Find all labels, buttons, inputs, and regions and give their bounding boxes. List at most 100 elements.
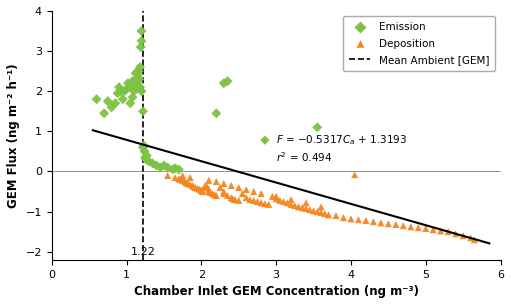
Point bbox=[235, 198, 243, 203]
Point bbox=[205, 178, 213, 183]
Point bbox=[143, 153, 151, 158]
Point bbox=[203, 184, 212, 189]
Point bbox=[171, 175, 179, 180]
Point bbox=[160, 163, 168, 168]
Text: 1.22: 1.22 bbox=[130, 246, 155, 257]
Point bbox=[452, 231, 460, 236]
Point bbox=[306, 207, 314, 212]
Point bbox=[191, 185, 199, 190]
Point bbox=[369, 219, 378, 224]
Point bbox=[268, 194, 276, 199]
Point bbox=[436, 228, 445, 233]
Point bbox=[184, 181, 192, 186]
Point bbox=[228, 196, 237, 201]
Point bbox=[231, 197, 239, 202]
Point bbox=[156, 165, 164, 170]
Point bbox=[190, 184, 198, 189]
Point bbox=[175, 176, 183, 181]
Point bbox=[302, 206, 310, 211]
Point bbox=[280, 199, 288, 204]
Point bbox=[313, 125, 321, 130]
Point bbox=[182, 180, 191, 185]
Point bbox=[261, 201, 269, 206]
Point bbox=[149, 161, 157, 166]
Point bbox=[384, 221, 392, 226]
Point bbox=[399, 223, 407, 228]
Point bbox=[362, 218, 370, 223]
Point bbox=[272, 194, 280, 199]
Point bbox=[126, 101, 134, 106]
Point bbox=[467, 235, 475, 240]
Point bbox=[199, 189, 207, 194]
Point bbox=[113, 91, 122, 96]
Point bbox=[205, 187, 213, 192]
Point bbox=[407, 224, 415, 229]
Point bbox=[211, 192, 219, 197]
Point bbox=[212, 179, 220, 184]
Point bbox=[317, 210, 325, 215]
Point bbox=[287, 202, 295, 207]
Point bbox=[313, 209, 321, 214]
Point bbox=[178, 173, 187, 178]
Point bbox=[197, 187, 205, 192]
Point bbox=[131, 71, 140, 76]
Point bbox=[142, 157, 150, 162]
Point bbox=[265, 202, 273, 207]
Point bbox=[181, 179, 189, 184]
Point bbox=[246, 197, 254, 202]
Point bbox=[164, 173, 172, 178]
Point bbox=[141, 149, 149, 154]
Point bbox=[130, 83, 138, 88]
Point bbox=[119, 97, 127, 102]
Point bbox=[141, 155, 149, 160]
Point bbox=[429, 227, 437, 232]
Point bbox=[128, 95, 136, 100]
Point bbox=[175, 167, 183, 172]
Point bbox=[459, 233, 467, 238]
Point bbox=[139, 145, 147, 150]
Y-axis label: GEM Flux (ng m⁻² h⁻¹): GEM Flux (ng m⁻² h⁻¹) bbox=[7, 63, 20, 208]
Point bbox=[317, 204, 325, 209]
Text: $r^2$ = 0.494: $r^2$ = 0.494 bbox=[276, 150, 333, 164]
Point bbox=[137, 29, 146, 34]
Point bbox=[134, 69, 143, 74]
Point bbox=[137, 89, 146, 94]
Point bbox=[324, 212, 333, 217]
Point bbox=[136, 45, 145, 49]
Point bbox=[220, 191, 228, 196]
Point bbox=[178, 178, 187, 183]
Point bbox=[208, 191, 217, 196]
Point bbox=[235, 185, 243, 190]
Point bbox=[392, 222, 400, 227]
Point bbox=[287, 197, 295, 202]
Point bbox=[272, 196, 280, 201]
Point bbox=[294, 204, 303, 209]
Point bbox=[123, 87, 131, 92]
Point bbox=[223, 193, 231, 198]
Point bbox=[135, 77, 143, 82]
Point bbox=[124, 81, 132, 86]
Point bbox=[100, 111, 108, 116]
Legend: Emission, Deposition, Mean Ambient [GEM]: Emission, Deposition, Mean Ambient [GEM] bbox=[343, 16, 495, 71]
Point bbox=[131, 81, 140, 86]
Point bbox=[291, 203, 299, 208]
Point bbox=[216, 185, 224, 190]
Point bbox=[169, 167, 177, 172]
Point bbox=[339, 215, 347, 220]
Point bbox=[276, 198, 284, 203]
Point bbox=[128, 79, 136, 84]
Point bbox=[205, 189, 213, 194]
Point bbox=[242, 195, 250, 200]
Point bbox=[354, 217, 362, 222]
Point bbox=[223, 79, 231, 84]
Point bbox=[92, 97, 101, 102]
Point bbox=[444, 229, 452, 234]
Text: $\mathit{F}$ = $-$0.5317$\mathit{C_a}$ + 1.3193: $\mathit{F}$ = $-$0.5317$\mathit{C_a}$ +… bbox=[276, 133, 407, 147]
Point bbox=[414, 225, 423, 230]
Point bbox=[283, 200, 291, 205]
Point bbox=[220, 81, 228, 86]
Point bbox=[145, 159, 153, 164]
X-axis label: Chamber Inlet GEM Concentration (ng m⁻³): Chamber Inlet GEM Concentration (ng m⁻³) bbox=[134, 285, 419, 298]
Point bbox=[298, 205, 307, 210]
Point bbox=[107, 105, 115, 110]
